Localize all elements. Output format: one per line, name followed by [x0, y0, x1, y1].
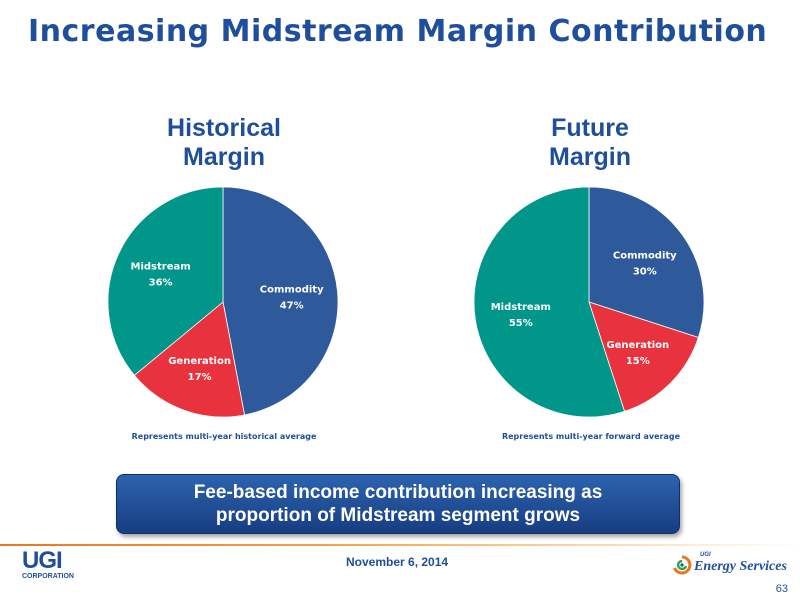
ugi-energy-services-logo: UGI Energy Services: [672, 552, 787, 578]
slice-value-commodity: 47%: [280, 301, 304, 312]
page-number: 63: [775, 583, 788, 595]
future-title-line-2: Margin: [549, 143, 631, 171]
pie-slice-commodity: [588, 186, 705, 339]
slice-label-commodity: Commodity: [260, 285, 324, 296]
pie-slice-midstream: [107, 186, 224, 376]
pie-slice-generation: [133, 301, 246, 418]
energy-services-logo-text: Energy Services: [694, 559, 787, 574]
banner-line-2: proportion of Midstream segment grows: [215, 505, 581, 526]
historical-title-line-2: Margin: [183, 143, 265, 171]
ugi-logo-letters: UGI: [22, 547, 63, 574]
future-title-line-1: Future: [551, 114, 629, 142]
slice-value-midstream: 55%: [509, 318, 533, 329]
slide-title: Increasing Midstream Margin Contribution: [28, 14, 768, 49]
future-chart-title: Future Margin: [490, 114, 690, 172]
ugi-logo-subtext: CORPORATION: [22, 573, 74, 580]
future-pie-chart: Commodity 30% Generation 15% Midstream 55%: [473, 186, 705, 418]
slice-value-generation: 17%: [188, 372, 212, 383]
banner-line-1: Fee-based income contribution increasing…: [193, 482, 603, 503]
footer-divider: [0, 544, 800, 546]
slice-value-commodity: 30%: [633, 266, 657, 277]
energy-services-logo-small-text: UGI: [700, 552, 711, 558]
future-chart-note: Represents multi-year forward average: [501, 432, 681, 441]
pie-slice-midstream: [473, 186, 626, 418]
footer-date: November 6, 2014: [346, 555, 449, 569]
slice-value-generation: 15%: [626, 356, 650, 367]
pie-slice-commodity: [222, 186, 339, 416]
slice-label-generation: Generation: [606, 340, 669, 351]
pie-slice-generation: [588, 301, 699, 412]
energy-swirl-icon: [673, 555, 692, 575]
slice-value-midstream: 36%: [149, 278, 173, 289]
historical-title-line-1: Historical: [167, 114, 281, 142]
summary-banner: Fee-based income contribution increasing…: [116, 474, 680, 534]
slice-label-midstream: Midstream: [131, 262, 191, 273]
historical-chart-note: Represents multi-year historical average: [131, 432, 317, 441]
slice-label-commodity: Commodity: [613, 250, 677, 261]
ugi-corporation-logo: UGI CORPORATION: [22, 548, 82, 584]
slice-label-generation: Generation: [168, 356, 231, 367]
historical-chart-title: Historical Margin: [124, 114, 324, 172]
slice-label-midstream: Midstream: [491, 302, 551, 313]
historical-pie-chart: Commodity 47% Generation 17% Midstream 36%: [107, 186, 339, 418]
